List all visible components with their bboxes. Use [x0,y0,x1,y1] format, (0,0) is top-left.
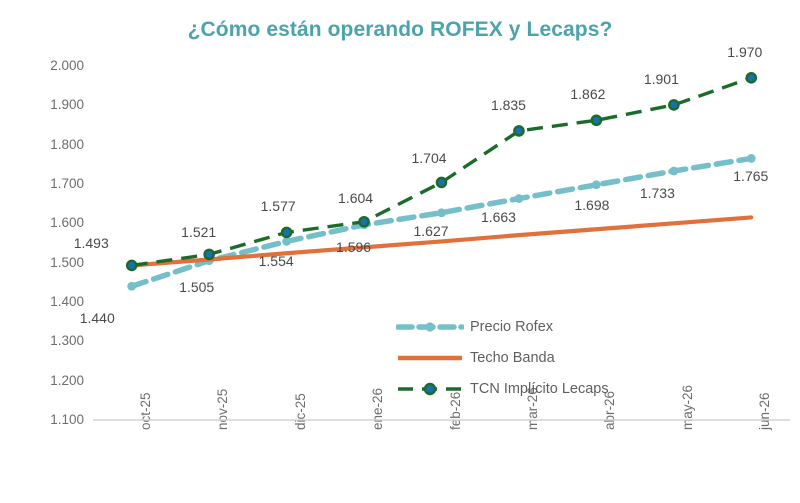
data-label: 1.704 [411,150,447,167]
y-axis-tick-label: 1.400 [50,294,84,309]
y-axis-tick-label: 1.300 [50,333,84,349]
legend-key-precio-rofex [395,319,465,335]
data-label: 1.862 [570,86,606,103]
legend-item-tcn-implicito-lecaps[interactable]: TCN Implícito Lecaps [396,373,609,404]
y-axis-tick-label: 1.200 [50,372,84,388]
data-label: 1.970 [727,43,763,60]
data-point-marker [280,226,293,239]
data-label: 1.505 [179,278,215,295]
y-axis-tick-label: 1.900 [50,97,84,113]
y-axis-tick-label: 1.500 [50,254,84,270]
data-point-marker [514,194,524,203]
y-axis-tick-label: 1.100 [50,412,84,427]
data-label: 1.596 [336,238,372,255]
chart-legend: Precio Rofex Techo Banda TCN Implícito L… [395,311,609,404]
legend-key-techo-banda [396,350,464,366]
legend-key-tcn-implicito-lecaps [396,381,464,397]
y-axis-tick-label: 1.800 [50,136,84,152]
data-label: 1.604 [338,189,374,206]
series-line [129,215,754,268]
data-label: 1.835 [490,96,526,113]
data-point-marker [590,114,603,127]
data-label: 1.521 [181,224,217,241]
data-point-marker [282,237,292,246]
y-axis-tick-label: 2.000 [50,58,84,73]
series-line [131,76,752,268]
legend-label-tcn-implicito-lecaps: TCN Implícito Lecaps [470,380,609,397]
legend-label-techo-banda: Techo Banda [470,349,555,366]
data-point-marker [203,248,215,261]
data-point-marker [125,259,138,272]
data-point-marker [358,215,370,228]
data-label: 1.698 [574,196,610,213]
data-label: 1.627 [413,222,449,239]
data-point-marker [513,125,525,137]
data-point-marker [127,281,137,291]
y-axis-tick-label: 1.700 [50,176,84,191]
data-point-marker [437,208,446,218]
data-point-marker [668,99,680,111]
data-point-marker [591,180,601,190]
data-label: 1.765 [733,168,769,185]
data-label: 1.554 [258,253,294,270]
data-label: 1.440 [79,310,115,327]
data-point-marker [746,154,756,163]
data-label: 1.733 [639,185,675,202]
y-axis-tick-label: 1.600 [50,215,84,231]
data-label: 1.493 [73,235,109,252]
series-line [128,155,755,290]
data-label: 1.577 [260,198,296,215]
chart-title: ¿Cómo están operando ROFEX y Lecaps? [187,18,613,41]
data-point-marker [669,166,679,176]
data-label: 1.901 [643,70,679,87]
data-point-marker [745,72,758,84]
data-point-marker [435,176,448,189]
data-label: 1.663 [480,208,516,225]
legend-item-techo-banda[interactable]: Techo Banda [396,342,609,373]
legend-item-precio-rofex[interactable]: Precio Rofex [395,311,609,342]
legend-label-precio-rofex: Precio Rofex [470,318,554,335]
